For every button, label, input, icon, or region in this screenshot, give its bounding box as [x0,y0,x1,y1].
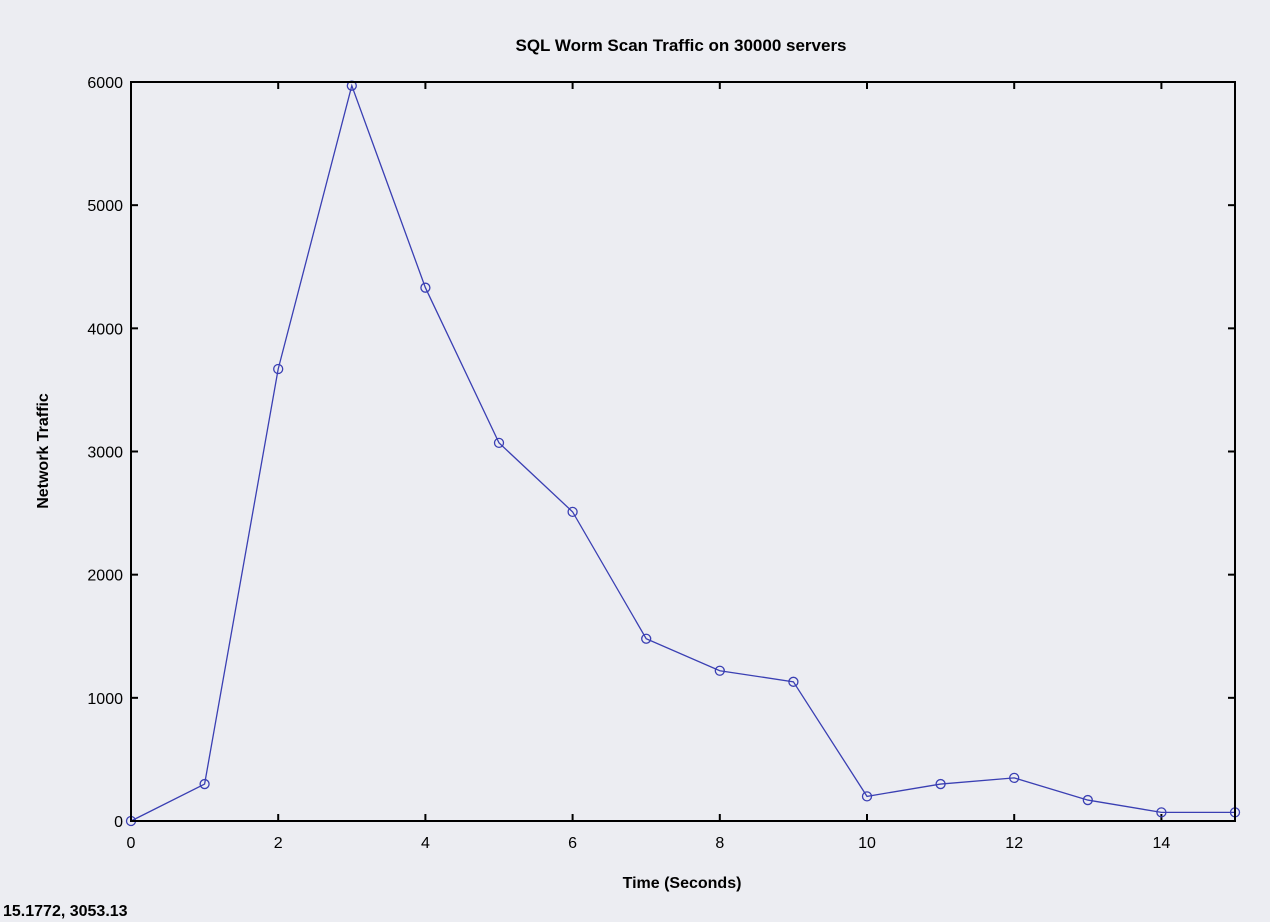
plot-area-frame [130,81,1236,822]
data-point-marker [641,633,652,644]
data-point-marker [1156,807,1167,818]
x-tick-label: 14 [1153,835,1171,852]
x-tick-label: 6 [568,835,577,852]
y-tick-label: 3000 [87,445,123,462]
tick-labels: 0 2 4 6 8 10 12 14 0 1000 2000 3000 4000 5000 6000 [87,75,1170,852]
data-point-marker [273,363,284,375]
data-point-marker [714,665,725,676]
data-point-marker [788,676,799,687]
chart-title: SQL Worm Scan Traffic on 30000 servers [515,36,847,55]
x-tick-label: 0 [127,835,136,852]
series [125,80,1241,827]
y-tick-label: 1000 [87,691,123,708]
y-tick-label: 6000 [87,75,123,92]
y-tick-label: 4000 [87,321,123,338]
series-line [130,83,1235,822]
x-tick-label: 10 [858,835,876,852]
data-point-marker [1082,794,1093,806]
data-point-marker [199,778,210,790]
y-axis-label: Network Traffic [35,393,52,509]
y-tick-label: 0 [114,814,123,831]
data-point-marker [1009,772,1020,784]
data-point-marker [493,437,505,449]
cursor-coordinate-readout: 15.1772, 3053.13 [3,903,128,920]
data-point-marker [861,791,873,802]
data-point-marker [935,778,946,790]
data-point-marker [567,506,578,518]
y-tick-label: 5000 [87,198,123,215]
data-point-marker [420,282,431,293]
x-tick-label: 12 [1005,835,1023,852]
x-tick-label: 2 [274,835,283,852]
x-tick-label: 8 [715,835,724,852]
y-tick-label: 2000 [87,568,123,585]
x-axis-label: Time (Seconds) [622,875,742,892]
x-tick-label: 4 [421,835,430,852]
axis-ticks [130,81,1235,822]
